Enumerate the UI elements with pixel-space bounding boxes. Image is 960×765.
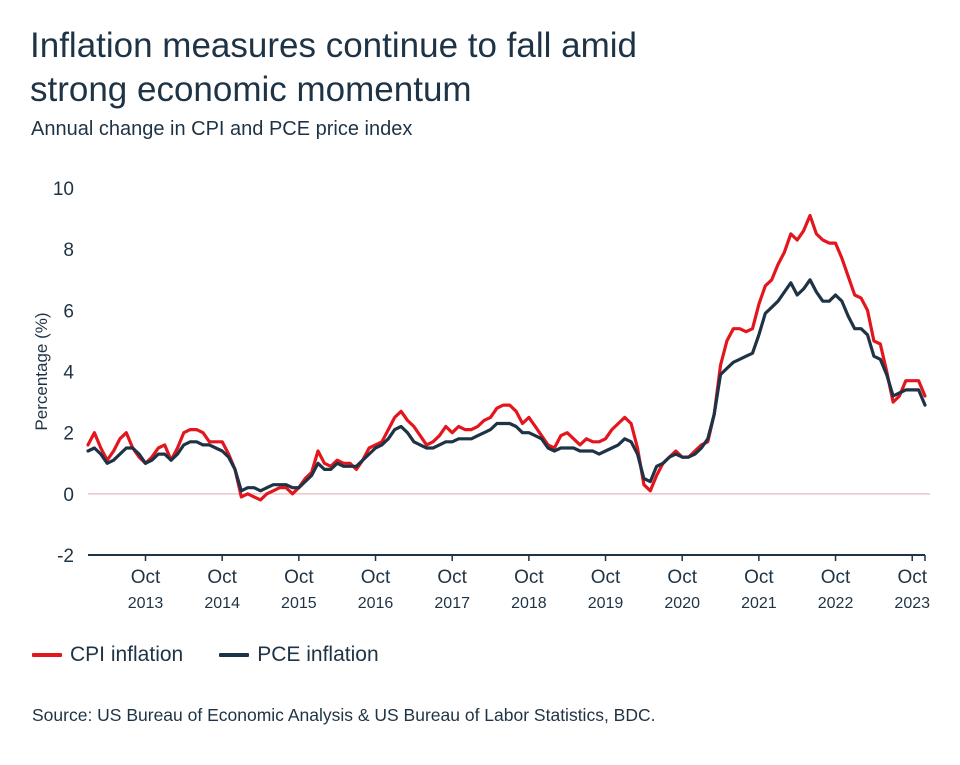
x-tick-label-year: 2019: [588, 595, 624, 612]
y-tick-label: 10: [53, 179, 74, 200]
x-tick-label-year: 2013: [128, 595, 164, 612]
series-line-pce: [86, 278, 927, 493]
y-tick-label: 2: [63, 424, 74, 445]
series-line-cpi: [86, 213, 927, 502]
legend-label-cpi: CPI inflation: [70, 643, 184, 666]
chart-title: Inflation measures continue to fall amid…: [30, 24, 850, 112]
x-tick-label-month: Oct: [361, 567, 391, 588]
legend-item-pce: PCE inflation: [219, 643, 379, 667]
y-tick-label: 0: [63, 485, 74, 506]
x-tick-label-month: Oct: [131, 567, 161, 588]
legend-swatch-pce: [219, 653, 250, 657]
chart-title-line1: Inflation measures continue to fall amid: [30, 26, 637, 65]
x-tick-label-year: 2023: [894, 595, 930, 612]
x-tick-label-month: Oct: [207, 567, 237, 588]
x-tick-label-month: Oct: [667, 567, 697, 588]
x-tick-label-year: 2017: [434, 595, 470, 612]
y-axis-label: Percentage (%): [32, 312, 51, 430]
chart-subtitle: Annual change in CPI and PCE price index: [31, 118, 413, 140]
y-tick-label: 6: [63, 301, 74, 322]
line-chart: -2 0 2 4 6 8 10 Percentage (%) Oct 2013 Oct 2014 Oct…: [32, 179, 930, 612]
y-tick-label: -2: [57, 546, 74, 567]
chart-title-line2: strong economic momentum: [30, 70, 472, 109]
x-tick-label-year: 2014: [204, 595, 240, 612]
legend-swatch-cpi: [32, 653, 62, 657]
x-tick-label-month: Oct: [744, 567, 774, 588]
x-tick-label-year: 2018: [511, 595, 547, 612]
x-tick-label-month: Oct: [897, 567, 927, 588]
x-tick-label-month: Oct: [284, 567, 314, 588]
source-note: Source: US Bureau of Economic Analysis &…: [32, 705, 656, 725]
y-tick-label: 8: [63, 240, 74, 261]
x-tick-label-year: 2020: [664, 595, 700, 612]
x-tick-label-year: 2015: [281, 595, 317, 612]
legend-label-pce: PCE inflation: [257, 643, 379, 666]
x-tick-label-year: 2016: [358, 595, 394, 612]
legend-item-cpi: CPI inflation: [32, 643, 183, 667]
x-tick-label-month: Oct: [591, 567, 621, 588]
y-tick-label: 4: [63, 363, 74, 384]
x-tick-label-year: 2021: [741, 595, 777, 612]
x-tick-label-month: Oct: [437, 567, 467, 588]
x-tick-label-year: 2022: [818, 595, 854, 612]
x-tick-label-month: Oct: [514, 567, 544, 588]
chart-legend: CPI inflation PCE inflation: [32, 643, 415, 667]
x-tick-label-month: Oct: [821, 567, 851, 588]
